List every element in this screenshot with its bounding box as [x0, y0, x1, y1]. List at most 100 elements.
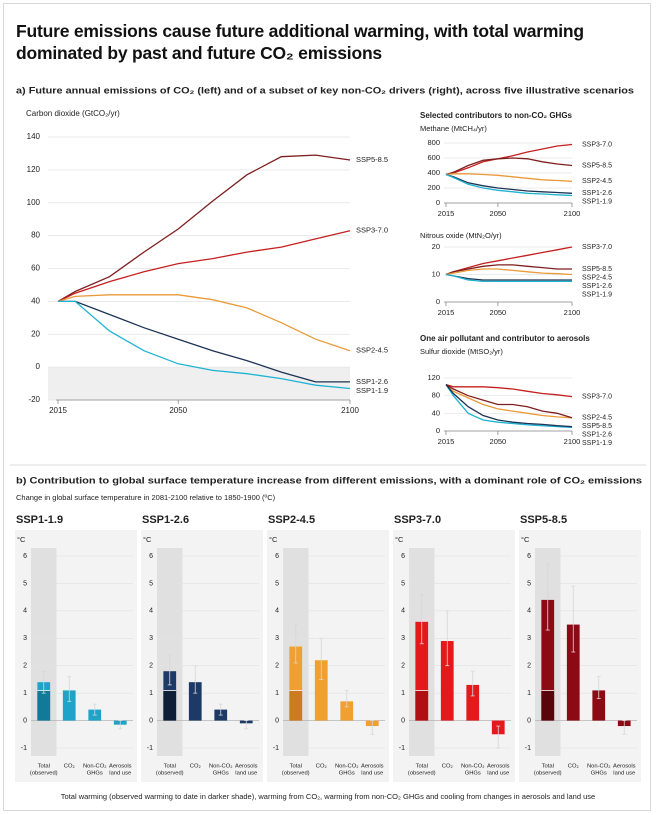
x-tick-label: CO₂: [316, 764, 327, 770]
series-line: [445, 384, 573, 428]
x-tick-label: 2015: [438, 437, 455, 446]
y-tick-label: 5: [149, 580, 153, 587]
y-tick-label: 20: [31, 329, 40, 338]
series-line: [445, 264, 572, 276]
series-label: SSP3-7.0: [582, 141, 612, 148]
y-tick-label: 3: [149, 635, 153, 642]
y-tick-label: 4: [149, 608, 153, 615]
unit-label: °C: [395, 535, 404, 544]
y-tick-label: 40: [31, 296, 40, 305]
series-line: [445, 384, 573, 429]
x-tick-label: land use: [487, 771, 509, 777]
series-label: SSP3-7.0: [582, 393, 612, 400]
observed-bar: [37, 690, 51, 721]
series-label: SSP5-8.5: [582, 423, 612, 430]
y-tick-label: 0: [527, 717, 531, 724]
y-tick-label: 140: [27, 132, 41, 141]
series-label: SSP2-4.5: [582, 274, 612, 281]
unit-label: °C: [521, 535, 530, 544]
unit-label: °C: [143, 535, 152, 544]
observed-bar: [289, 690, 303, 721]
y-tick-label: 0: [436, 297, 440, 306]
bar: [62, 690, 76, 721]
y-tick-label: 4: [275, 608, 279, 615]
y-tick-label: 2: [275, 663, 279, 670]
panel-b-subtitle: Change in global surface temperature in …: [16, 493, 276, 502]
y-tick-label: 10: [432, 269, 440, 278]
y-tick-label: -20: [28, 395, 40, 404]
series-line: [445, 384, 573, 419]
y-tick-label: 0: [401, 717, 405, 724]
x-tick-label: 2015: [438, 308, 455, 317]
y-tick-label: 6: [23, 553, 27, 560]
y-tick-label: 0: [149, 717, 153, 724]
x-tick-label: (observed): [408, 771, 436, 777]
series-label: SSP2-4.5: [582, 178, 612, 185]
y-tick-label: 0: [436, 426, 440, 435]
x-tick-label: GHGs: [591, 771, 607, 777]
bar: [592, 690, 606, 721]
series-line: [445, 246, 573, 276]
series-line: [57, 294, 351, 352]
panel-title: SSP1-2.6: [142, 514, 189, 526]
bar: [188, 682, 202, 721]
series-line: [445, 173, 573, 197]
series-line: [445, 268, 573, 276]
y-tick-label: 4: [401, 608, 405, 615]
chart-title: Nitrous oxide (MtN₂O/yr): [420, 231, 502, 240]
series-label: SSP1-1.9: [582, 199, 612, 206]
aerosol-heading: One air pollutant and contributor to aer…: [420, 334, 590, 343]
y-tick-label: 0: [36, 362, 41, 371]
x-tick-label: 2050: [490, 308, 507, 317]
y-tick-label: 3: [23, 635, 27, 642]
figure-title: Future emissions cause future additional…: [16, 21, 584, 63]
x-tick-label: land use: [361, 771, 383, 777]
x-tick-label: 2015: [438, 209, 455, 218]
series-label: SSP5-8.5: [582, 162, 612, 169]
series-label: SSP1-1.9: [582, 291, 612, 298]
x-tick-label: Non-CO₂: [209, 764, 233, 770]
caption: Total warming (observed warming to date …: [61, 792, 595, 801]
total-highlight: [157, 548, 183, 756]
ghg-heading: Selected contributors to non-CO₂ GHGs: [420, 111, 573, 120]
series-line: [58, 300, 350, 383]
y-tick-label: 800: [427, 138, 440, 147]
x-tick-label: 2050: [490, 209, 507, 218]
frame: [3, 3, 651, 811]
unit-label: °C: [269, 535, 278, 544]
y-tick-label: 6: [401, 553, 405, 560]
observed-bar: [541, 690, 555, 721]
y-tick-label: 6: [527, 553, 531, 560]
x-tick-label: 2015: [49, 406, 67, 415]
series-label: SSP2-4.5: [356, 346, 388, 355]
x-tick-label: (observed): [282, 771, 310, 777]
y-tick-label: 3: [275, 635, 279, 642]
x-tick-label: land use: [613, 771, 635, 777]
series-label: SSP2-4.5: [582, 415, 612, 422]
series-line: [445, 143, 573, 176]
x-tick-label: 2100: [341, 406, 359, 415]
y-tick-label: 60: [31, 264, 40, 273]
y-tick-label: 40: [432, 408, 440, 417]
y-tick-label: 4: [23, 608, 27, 615]
bar: [440, 641, 454, 721]
x-tick-label: Total: [164, 764, 176, 770]
x-tick-label: 2050: [169, 406, 187, 415]
bar: [566, 624, 580, 721]
panel-b-title: b) Contribution to global surface temper…: [16, 475, 642, 485]
x-tick-label: 2100: [564, 308, 581, 317]
x-tick-label: 2100: [564, 209, 581, 218]
total-highlight: [31, 548, 57, 756]
y-tick-label: 0: [275, 717, 279, 724]
y-tick-label: 5: [275, 580, 279, 587]
x-tick-label: Non-CO₂: [587, 764, 611, 770]
y-tick-label: 5: [401, 580, 405, 587]
panel-title: SSP1-1.9: [16, 514, 63, 526]
x-tick-label: Aerosols: [361, 764, 384, 770]
x-tick-label: (observed): [156, 771, 184, 777]
y-tick-label: 6: [149, 553, 153, 560]
x-tick-label: GHGs: [87, 771, 103, 777]
y-tick-label: -1: [21, 745, 27, 752]
series-line: [445, 273, 572, 283]
panel-title: SSP2-4.5: [268, 514, 315, 526]
